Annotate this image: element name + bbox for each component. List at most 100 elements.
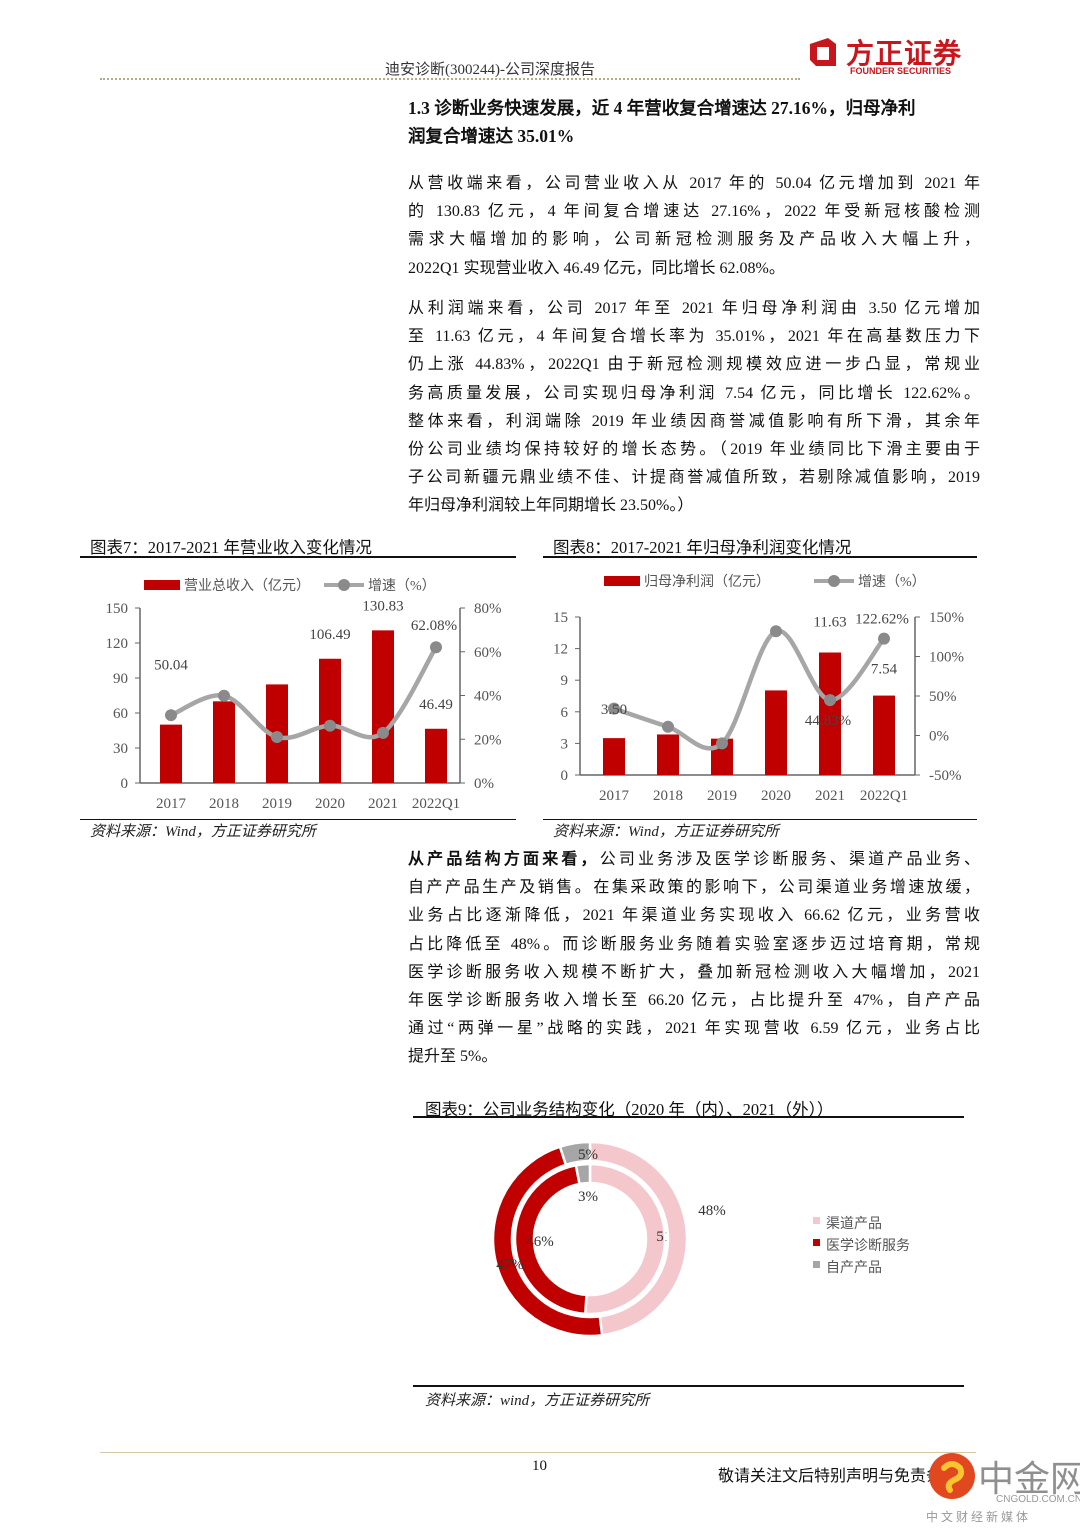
donut-segment-inner xyxy=(574,1162,592,1186)
growth-line xyxy=(613,628,886,751)
donut-label-outer: 47% xyxy=(496,1257,524,1273)
right-tick-label: 150% xyxy=(929,610,964,626)
legend-line-label: 增速（%） xyxy=(368,578,436,594)
growth-marker xyxy=(662,720,674,733)
growth-marker xyxy=(165,709,177,722)
x-tick-label: 2017 xyxy=(156,796,187,812)
donut-label-outer: 48% xyxy=(698,1203,726,1219)
text-line: 通过“两弹一星”战略的实践，2021 年实现营收 6.59 亿元，业务占比 xyxy=(408,1020,980,1038)
left-tick-label: 9 xyxy=(561,673,569,689)
x-tick-label: 2020 xyxy=(761,788,791,804)
legend-label: 自产产品 xyxy=(826,1260,882,1276)
chart9-top-rule xyxy=(413,1116,964,1118)
right-tick-label: 40% xyxy=(474,689,502,705)
growth-marker xyxy=(878,632,890,645)
legend-line-marker xyxy=(338,579,350,591)
left-tick-label: 30 xyxy=(113,741,128,757)
legend-swatch xyxy=(813,1217,820,1224)
x-tick-label: 2021 xyxy=(368,796,398,812)
growth-marker xyxy=(770,625,782,638)
left-tick-label: 60 xyxy=(113,706,128,722)
left-tick-label: 120 xyxy=(106,636,129,652)
legend-bar-label: 营业总收入（亿元） xyxy=(184,578,310,594)
legend-bar-swatch xyxy=(144,580,180,590)
text-line: 需求大幅增加的影响，公司新冠检测服务及产品收入大幅上升， xyxy=(408,231,980,249)
donut-segment-inner xyxy=(513,1163,588,1316)
text-line: 仍上涨 44.83%，2022Q1 由于新冠检测规模效应进一步凸显，常规业 xyxy=(408,356,980,374)
value-bar xyxy=(372,630,394,783)
left-tick-label: 0 xyxy=(121,776,129,792)
x-tick-label: 2017 xyxy=(599,788,630,804)
growth-data-label: 62.08% xyxy=(411,618,457,634)
header-divider xyxy=(100,78,800,80)
legend-label: 医学诊断服务 xyxy=(826,1238,910,1254)
logo-mark-icon xyxy=(810,38,836,66)
founder-securities-logo: 方正证券 FOUNDER SECURITIES xyxy=(806,34,966,78)
donut-segment-inner xyxy=(583,1162,667,1316)
value-bar xyxy=(819,652,841,775)
left-tick-label: 6 xyxy=(561,705,569,721)
growth-marker xyxy=(430,641,442,654)
report-title: 迪安诊断(300244)-公司深度报告 xyxy=(385,62,595,78)
bar-data-label: 106.49 xyxy=(309,627,350,643)
right-tick-label: 0% xyxy=(474,776,494,792)
value-bar xyxy=(657,734,679,775)
chart8-title: 图表8：2017-2021 年归母净利润变化情况 xyxy=(553,538,852,557)
text-line: 至 11.63 亿元，4 年间复合增长率为 35.01%，2021 年在高基数压… xyxy=(408,328,980,346)
section-heading-line: 1.3 诊断业务快速发展，近 4 年营收复合增速达 27.16%，归母净利 xyxy=(408,98,916,118)
text-line: 自产产品生产及销售。在集采政策的影响下，公司渠道业务增速放缓， xyxy=(408,879,980,897)
growth-marker xyxy=(716,737,728,750)
text-line-rest: 公司业务涉及医学诊断服务、渠道产品业务、 xyxy=(599,851,980,868)
chart9-source: 资料来源：wind，方正证券研究所 xyxy=(425,1393,650,1409)
text-line: 年医学诊断服务收入增长至 66.20 亿元，占比提升至 47%，自产产品 xyxy=(408,992,980,1010)
x-tick-label: 2019 xyxy=(707,788,737,804)
bar-data-label: 3.50 xyxy=(601,702,627,718)
growth-data-label: 122.62% xyxy=(855,612,909,628)
value-bar xyxy=(160,724,182,783)
legend-swatch xyxy=(813,1261,820,1268)
logo-en-text: FOUNDER SECURITIES xyxy=(850,66,952,76)
text-line: 务高质量发展，公司实现归母净利润 7.54 亿元，同比增长 122.62%。 xyxy=(408,384,980,402)
legend-swatch xyxy=(813,1239,820,1246)
chart7-bottom-rule xyxy=(80,819,516,820)
text-line: 整体来看，利润端除 2019 年业绩因商誉减值影响有所下滑，其余年 xyxy=(408,412,980,430)
text-line: 份公司业绩均保持较好的增长态势。（2019 年业绩同比下滑主要由于 xyxy=(408,441,980,459)
growth-marker xyxy=(324,719,336,732)
left-tick-label: 12 xyxy=(553,642,568,658)
disclaimer-note[interactable]: 敬请关注文后特别声明与免责条款 xyxy=(718,1466,959,1485)
chart8-source: 资料来源：Wind，方正证券研究所 xyxy=(553,824,779,840)
text-line: 从营收端来看，公司营业收入从 2017 年的 50.04 亿元增加到 2021 … xyxy=(408,175,980,192)
bar-data-label: 7.54 xyxy=(871,662,898,678)
chart8-top-rule xyxy=(543,556,977,558)
paragraph-product-structure: 从产品结构方面来看，公司业务涉及医学诊断服务、渠道产品业务、 自产产品生产及销售… xyxy=(408,846,980,1072)
text-line: 占比降低至 48%。而诊断服务业务随着实验室逐步迈过培育期，常规 xyxy=(408,935,980,953)
text-line: 从产品结构方面来看，公司业务涉及医学诊断服务、渠道产品业务、 xyxy=(408,846,980,874)
section-heading-line: 润复合增速达 35.01% xyxy=(408,126,575,146)
donut-label-outer: 5% xyxy=(578,1147,598,1163)
bar-data-label: 11.63 xyxy=(813,614,846,630)
x-tick-label: 2018 xyxy=(209,796,239,812)
bold-lead: 从产品结构方面来看， xyxy=(408,851,600,868)
donut-label-inner: 46% xyxy=(526,1234,554,1250)
right-tick-label: 20% xyxy=(474,732,502,748)
growth-line xyxy=(170,646,438,741)
cngold-watermark: 中金网 CNGOLD.COM.CN 中 文 财 经 新 媒 体 xyxy=(918,1450,1080,1527)
right-tick-label: 100% xyxy=(929,650,964,666)
chart7-revenue: 营业总收入（亿元） 增速（%） 0 30 60 90 120 150 0% 20% 40% 60% 80… xyxy=(106,578,502,812)
left-tick-label: 150 xyxy=(106,601,129,617)
chart9-bottom-rule xyxy=(413,1385,964,1387)
watermark-sub: 中 文 财 经 新 媒 体 xyxy=(926,1510,1029,1524)
donut-label-inner: 3% xyxy=(578,1189,598,1205)
legend-line-label: 增速（%） xyxy=(858,574,926,590)
legend-line-marker xyxy=(828,575,840,587)
text-line: 年归母净利润较上年同期增长 23.50%。） xyxy=(408,497,694,515)
x-tick-label: 2019 xyxy=(262,796,292,812)
value-bar xyxy=(603,738,625,775)
watermark-cn: 中金网 xyxy=(978,1459,1080,1500)
chart7-top-rule xyxy=(80,556,516,558)
x-tick-label: 2020 xyxy=(315,796,345,812)
text-line: 的 130.83 亿元，4 年间复合增速达 27.16%，2022 年受新冠核酸… xyxy=(408,203,980,221)
text-line: 业务占比逐渐降低，2021 年渠道业务实现收入 66.62 亿元，业务营收 xyxy=(408,907,980,925)
x-tick-label: 2021 xyxy=(815,788,845,804)
